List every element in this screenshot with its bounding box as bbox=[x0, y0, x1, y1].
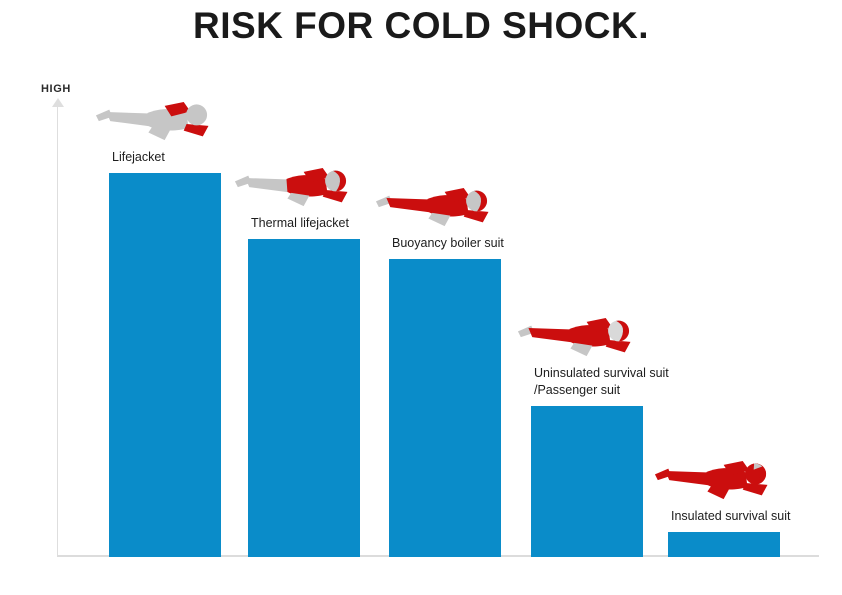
swimmer-hood-icon bbox=[616, 320, 630, 342]
swimmer-neck-wedge-icon bbox=[605, 339, 631, 353]
swimmer-arm-icon bbox=[148, 126, 171, 141]
swimmer-head-icon bbox=[186, 104, 208, 126]
swimmer-chest-band-icon bbox=[303, 168, 330, 183]
swimmer-neck-wedge-icon bbox=[742, 482, 768, 496]
bar bbox=[668, 532, 780, 557]
bar bbox=[109, 173, 221, 557]
swimmer-arm-icon bbox=[287, 192, 310, 207]
swimmer-hood-icon bbox=[474, 190, 488, 212]
swimmer-arm-icon bbox=[428, 212, 451, 227]
swimmer-legs-icon bbox=[665, 471, 714, 486]
chart-title: RISK FOR COLD SHOCK. bbox=[192, 5, 650, 46]
swimmer-neck-wedge-icon bbox=[322, 189, 348, 203]
bar bbox=[248, 239, 360, 557]
swimmer-arm-icon bbox=[707, 485, 730, 500]
swimmer-neck-wedge-icon bbox=[463, 209, 489, 223]
bar-label: Lifejacket bbox=[112, 150, 165, 164]
swimmer-chest-band-icon bbox=[723, 461, 750, 476]
swimmer-hood-icon bbox=[753, 463, 767, 485]
bar-label: Insulated survival suit bbox=[671, 509, 791, 523]
bar-label: Thermal lifejacket bbox=[251, 216, 349, 230]
y-axis-arrow-icon bbox=[52, 98, 64, 107]
thermal-lifejacket-swimmer-icon bbox=[234, 168, 348, 207]
swimmer-arm-icon bbox=[570, 342, 593, 357]
uninsulated-survival-suit-swimmer-icon bbox=[517, 318, 631, 357]
swimmer-legs-icon bbox=[528, 328, 577, 343]
swimmer-legs-icon bbox=[245, 178, 294, 193]
swimmer-chest-band-icon bbox=[444, 188, 471, 203]
swimmer-legs-icon bbox=[386, 198, 435, 213]
swimmer-chest-band-icon bbox=[586, 318, 613, 333]
swimmer-head-shine-icon bbox=[753, 463, 763, 470]
lifejacket-swimmer-icon bbox=[95, 102, 209, 141]
insulated-survival-suit-swimmer-icon bbox=[654, 461, 768, 500]
swimmer-neck-wedge-icon bbox=[183, 123, 209, 137]
buoyancy-boiler-suit-swimmer-icon bbox=[375, 188, 489, 227]
y-axis-line bbox=[57, 106, 58, 557]
bar-label: Uninsulated survival suit /Passenger sui… bbox=[534, 366, 669, 397]
y-axis-high-label: HIGH bbox=[41, 83, 71, 95]
bar bbox=[531, 406, 643, 557]
swimmer-legs-icon bbox=[106, 112, 155, 127]
bar-label: Buoyancy boiler suit bbox=[392, 236, 504, 250]
swimmer-chest-band-icon bbox=[164, 102, 191, 117]
bar bbox=[389, 259, 501, 557]
swimmer-hood-icon bbox=[333, 170, 347, 192]
